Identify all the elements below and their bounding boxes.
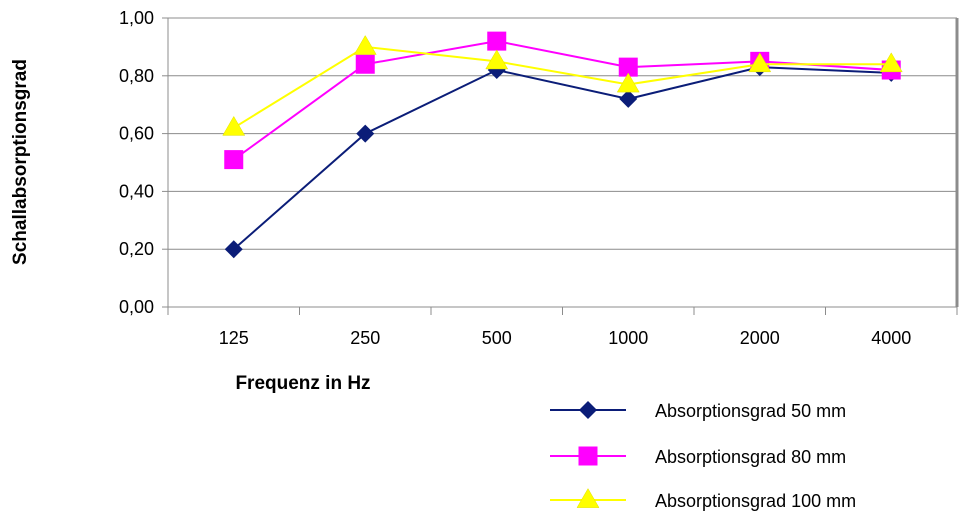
data-point (619, 89, 638, 108)
gridlines (168, 17, 957, 250)
series-line (233, 45, 892, 129)
y-tick-label: 0,40 (119, 181, 154, 201)
x-tick-label: 125 (219, 328, 249, 348)
series-3 (222, 35, 903, 136)
series-1 (224, 58, 901, 259)
x-tick-label: 2000 (740, 328, 780, 348)
legend-item: Absorptionsgrad 80 mm (550, 446, 846, 467)
plot-series (222, 31, 903, 259)
y-axis-label: Schallabsorptionsgrad (10, 59, 31, 265)
data-point (748, 52, 772, 73)
series-line (233, 66, 892, 250)
data-point (224, 150, 244, 170)
y-tick-label: 0,20 (119, 239, 154, 259)
data-point (618, 57, 638, 77)
data-point (224, 240, 243, 259)
x-tick-label: 500 (482, 328, 512, 348)
x-axis-label: Frequenz in Hz (235, 373, 370, 394)
x-tick-label: 4000 (871, 328, 911, 348)
legend-label: Absorptionsgrad 80 mm (655, 447, 846, 467)
legend: Absorptionsgrad 50 mm Absorptionsgrad 80 … (550, 401, 856, 511)
data-point (353, 35, 377, 55)
y-tick-label: 1,00 (119, 8, 154, 28)
x-tick-label: 250 (350, 328, 380, 348)
legend-label: Absorptionsgrad 100 mm (655, 491, 856, 511)
x-tick-label: 1000 (608, 328, 648, 348)
data-point (485, 49, 509, 70)
legend-item: Absorptionsgrad 50 mm (550, 401, 846, 421)
legend-label: Absorptionsgrad 50 mm (655, 401, 846, 421)
axes: 0,00 0,20 0,40 0,60 0,80 1,00 125 250 500 1000 200… (119, 8, 959, 348)
data-point (487, 61, 506, 80)
series-line (233, 40, 892, 161)
legend-marker (578, 446, 598, 466)
legend-marker (576, 488, 600, 508)
data-point (487, 31, 507, 51)
legend-marker (579, 401, 597, 419)
series-2 (224, 31, 901, 170)
data-point (616, 72, 640, 93)
legend-item: Absorptionsgrad 100 mm (550, 488, 856, 511)
data-point (355, 54, 375, 74)
data-point (356, 124, 375, 143)
y-tick-label: 0,80 (119, 66, 154, 86)
y-tick-label: 0,00 (119, 297, 154, 317)
data-point (879, 52, 903, 73)
y-tick-label: 0,60 (119, 124, 154, 144)
data-point (222, 115, 246, 136)
